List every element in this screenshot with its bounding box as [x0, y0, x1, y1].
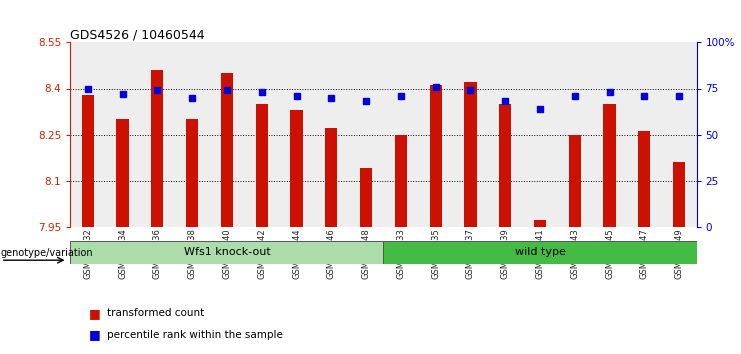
Bar: [186, 119, 199, 227]
Text: ■: ■: [89, 307, 101, 320]
Bar: [325, 129, 337, 227]
Bar: [418, 42, 453, 227]
Bar: [395, 135, 407, 227]
Bar: [140, 42, 175, 227]
Bar: [522, 42, 557, 227]
Bar: [70, 42, 105, 227]
Text: ■: ■: [89, 328, 101, 341]
Text: GDS4526 / 10460544: GDS4526 / 10460544: [70, 28, 205, 41]
Bar: [105, 42, 140, 227]
Bar: [70, 241, 384, 264]
Bar: [499, 104, 511, 227]
Bar: [245, 42, 279, 227]
Bar: [384, 42, 418, 227]
Bar: [557, 42, 592, 227]
Bar: [175, 42, 210, 227]
Bar: [210, 42, 245, 227]
Bar: [568, 135, 581, 227]
Text: transformed count: transformed count: [107, 308, 205, 318]
Bar: [82, 95, 94, 227]
Bar: [638, 131, 651, 227]
Bar: [673, 162, 685, 227]
Bar: [534, 221, 546, 227]
Bar: [151, 70, 164, 227]
Bar: [349, 42, 384, 227]
Bar: [453, 42, 488, 227]
Text: percentile rank within the sample: percentile rank within the sample: [107, 330, 283, 339]
Bar: [662, 42, 697, 227]
Bar: [314, 42, 349, 227]
Bar: [592, 42, 627, 227]
Text: Wfs1 knock-out: Wfs1 knock-out: [184, 247, 270, 257]
Text: genotype/variation: genotype/variation: [1, 248, 93, 258]
Bar: [430, 85, 442, 227]
Bar: [465, 82, 476, 227]
Bar: [384, 241, 697, 264]
Bar: [603, 104, 616, 227]
Bar: [279, 42, 314, 227]
Bar: [256, 104, 268, 227]
Text: wild type: wild type: [514, 247, 565, 257]
Bar: [488, 42, 522, 227]
Bar: [360, 168, 372, 227]
Bar: [290, 110, 302, 227]
Bar: [116, 119, 129, 227]
Bar: [221, 73, 233, 227]
Bar: [627, 42, 662, 227]
